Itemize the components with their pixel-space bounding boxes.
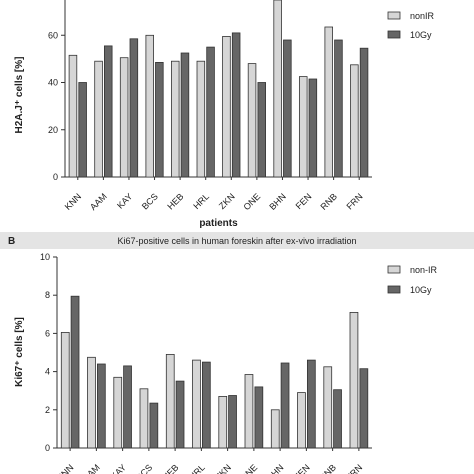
x-tick-label: HRL	[191, 191, 211, 211]
bar-bhn-series-1	[283, 39, 292, 178]
bar-zkn-series-0	[222, 36, 231, 178]
y-axis-label: Ki67⁺ cells [%]	[14, 317, 25, 387]
legend-swatch-0	[387, 265, 401, 274]
bar-hrl-series-1	[201, 361, 211, 449]
bar-bcs-series-1	[155, 62, 164, 178]
bar-aam-series-1	[104, 45, 113, 178]
x-tick-label: KAY	[115, 191, 134, 210]
bar-kay-series-1	[123, 365, 132, 449]
y-tick-label: 60	[48, 30, 58, 40]
x-tick-label: FRN	[344, 191, 364, 211]
bar-one-series-0	[244, 374, 254, 449]
bar-heb-series-1	[175, 380, 185, 449]
x-tick-label: BCS	[134, 462, 154, 474]
bar-zkn-series-1	[228, 395, 237, 449]
x-tick-label: ZKN	[213, 462, 233, 474]
legend-swatch-1	[387, 285, 401, 294]
bar-bhn-series-0	[273, 0, 282, 178]
x-tick-label: BHN	[265, 462, 286, 474]
bar-fen-series-1	[306, 359, 316, 449]
y-tick-label: 20	[48, 125, 58, 135]
bar-aam-series-0	[87, 356, 96, 449]
y-tick-label: 0	[45, 443, 50, 453]
legend-label-1: 10Gy	[410, 285, 432, 295]
chart-panel-b: B Ki67-positive cells in human foreskin a…	[0, 232, 474, 474]
bar-rnb-series-0	[324, 26, 333, 178]
bar-knn-series-1	[70, 295, 80, 449]
bar-one-series-1	[254, 386, 264, 449]
bar-zkn-series-1	[231, 32, 241, 178]
x-tick-label: ONE	[238, 462, 259, 474]
x-tick-label: KNN	[55, 462, 76, 474]
bar-hrl-series-0	[192, 359, 201, 449]
chart-panel-a: 0 20 40 60 KNN AAM KAY BCS HEB HRL ZKN ONE BHN FEN RNB…	[14, 0, 435, 229]
legend-label-0: nonIR	[410, 11, 435, 21]
x-tick-label: RNB	[318, 462, 339, 474]
bar-zkn-series-0	[218, 395, 228, 449]
bar-kay-series-0	[119, 57, 129, 178]
bar-kay-series-0	[113, 376, 123, 449]
x-tick-label: FEN	[292, 462, 312, 474]
bar-frn-series-1	[359, 47, 369, 178]
panel-title: Ki67-positive cells in human foreskin af…	[117, 236, 356, 246]
bar-bcs-series-0	[139, 388, 149, 449]
bar-heb-series-1	[180, 52, 190, 178]
y-axis-label: H2A.J⁺ cells [%]	[14, 57, 25, 134]
bar-fen-series-1	[308, 78, 318, 178]
panel-letter: B	[8, 236, 15, 247]
bar-hrl-series-0	[196, 60, 206, 178]
bar-frn-series-0	[349, 311, 359, 449]
x-tick-label: BCS	[140, 191, 160, 211]
bar-fen-series-0	[297, 392, 306, 449]
legend-label-0: non-IR	[410, 265, 438, 275]
x-tick-label: HRL	[187, 462, 207, 474]
y-tick-label: 6	[45, 328, 50, 338]
x-tick-label: ONE	[241, 191, 262, 212]
bar-rnb-series-1	[333, 389, 342, 449]
bar-aam-series-1	[97, 363, 106, 449]
x-tick-label: ZKN	[217, 191, 237, 211]
bar-knn-series-1	[78, 82, 87, 178]
bar-one-series-0	[247, 63, 257, 178]
bar-frn-series-1	[359, 368, 369, 449]
legend-swatch-1	[387, 30, 401, 39]
x-tick-label: KNN	[63, 191, 84, 212]
bar-frn-series-0	[350, 64, 359, 178]
bar-aam-series-0	[94, 60, 103, 178]
y-tick-label: 10	[40, 252, 50, 262]
bar-knn-series-0	[68, 54, 78, 178]
bar-heb-series-0	[165, 353, 175, 449]
x-tick-label: BHN	[267, 191, 288, 212]
bar-hrl-series-1	[206, 46, 215, 178]
x-tick-label: RNB	[319, 191, 340, 212]
bar-bhn-series-1	[280, 362, 290, 449]
y-tick-label: 0	[53, 172, 58, 182]
bar-one-series-1	[257, 82, 266, 178]
bar-bcs-series-0	[145, 34, 154, 178]
panel-title-band	[0, 232, 474, 249]
bar-fen-series-0	[298, 76, 308, 178]
bar-knn-series-0	[60, 331, 70, 449]
bar-rnb-series-0	[323, 366, 333, 449]
bar-bhn-series-0	[270, 409, 280, 449]
y-tick-label: 8	[45, 290, 50, 300]
bar-kay-series-1	[129, 38, 139, 178]
legend-label-1: 10Gy	[410, 30, 432, 40]
x-tick-label: FRN	[344, 462, 364, 474]
bar-bcs-series-1	[149, 402, 159, 449]
x-tick-label: HEB	[160, 462, 180, 474]
x-tick-label: AAM	[81, 462, 102, 474]
x-axis-label: patients	[199, 218, 238, 229]
x-tick-label: HEB	[165, 191, 185, 211]
y-tick-label: 40	[48, 78, 58, 88]
x-tick-label: KAY	[109, 462, 128, 474]
y-tick-label: 2	[45, 405, 50, 415]
x-tick-label: FEN	[294, 191, 314, 211]
y-tick-label: 4	[45, 367, 50, 377]
legend-swatch-0	[387, 11, 401, 20]
bar-rnb-series-1	[334, 39, 343, 178]
x-tick-label: AAM	[88, 191, 109, 212]
bar-heb-series-0	[170, 60, 180, 178]
